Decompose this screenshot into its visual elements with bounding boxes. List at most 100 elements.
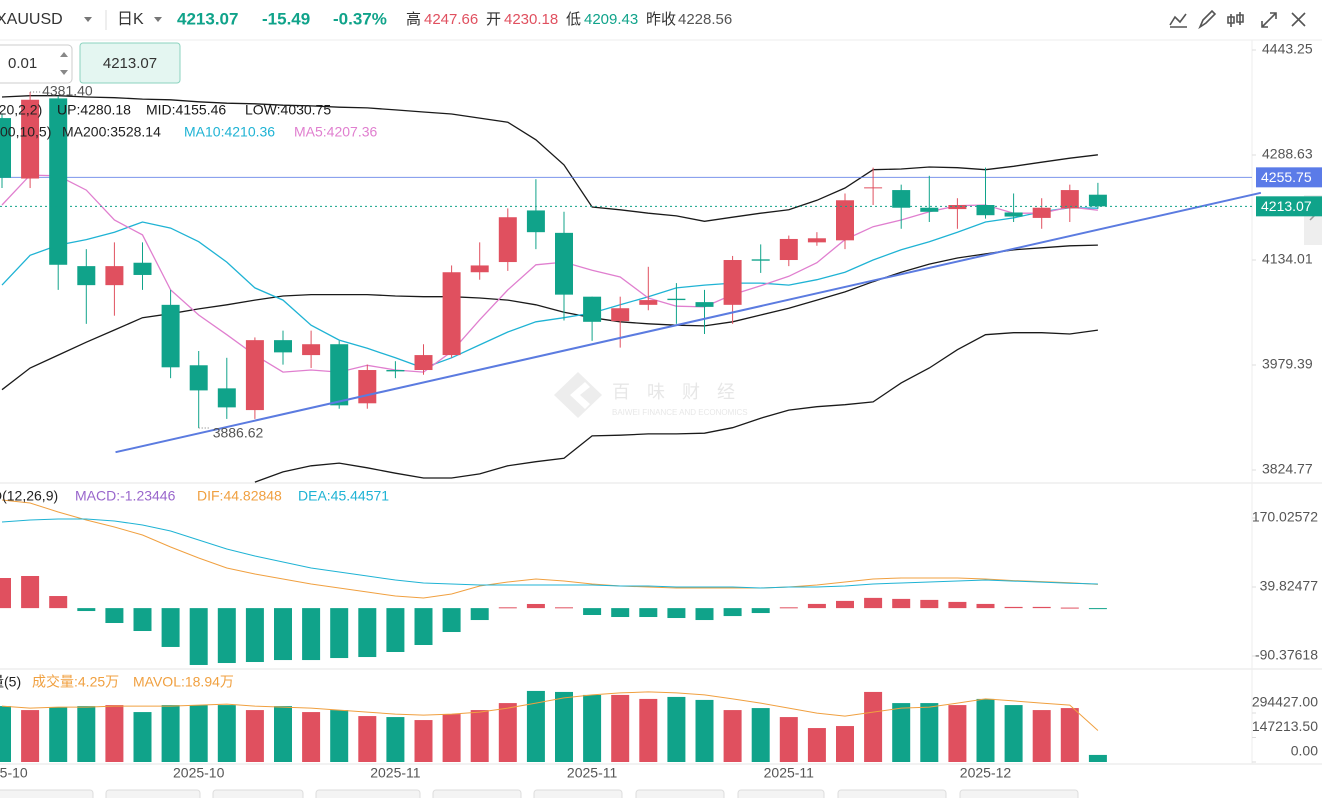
spinner[interactable] <box>60 52 68 75</box>
price-button[interactable] <box>79 42 181 84</box>
candle-body <box>667 298 686 301</box>
volume-bar <box>555 691 573 762</box>
tab[interactable] <box>315 789 421 798</box>
max-label: 4381.40 <box>42 83 93 99</box>
watermark-logo <box>554 372 602 418</box>
volume-bar <box>330 710 349 762</box>
current-price-label: 4213.07 <box>1261 198 1312 214</box>
macd-bar <box>611 608 630 618</box>
candle-body <box>442 272 461 356</box>
candle-body <box>892 190 911 208</box>
macd-bar <box>161 608 180 647</box>
tab[interactable] <box>432 789 522 798</box>
macd-bar <box>386 608 405 652</box>
trend-line <box>115 191 1262 454</box>
y-tick-label: 3824.77 <box>1262 461 1313 477</box>
candle-body <box>105 266 124 286</box>
candle-body <box>583 296 602 322</box>
volume-bar <box>77 706 96 762</box>
volume-bar <box>1032 710 1051 762</box>
open-label: 开 <box>486 11 501 28</box>
macd-bar <box>751 608 770 614</box>
fullscreen-icon[interactable] <box>1261 12 1277 28</box>
high-value: 4247.66 <box>424 11 478 28</box>
last-price: 4213.07 <box>177 9 238 28</box>
macd-bar <box>330 608 349 659</box>
volume-bar <box>583 694 602 762</box>
macd-bar <box>667 608 686 619</box>
candle-body <box>751 259 770 261</box>
panel-title: D(12,26,9) <box>0 488 58 504</box>
macd-bar <box>1088 608 1107 610</box>
volume-bar <box>302 712 321 762</box>
candle-icon[interactable] <box>1227 12 1244 27</box>
indicator-label: MA200:3528.14 <box>62 124 161 140</box>
price-line-tag <box>1256 167 1322 188</box>
volume-bar <box>217 705 236 762</box>
indicator-line <box>1 95 1098 222</box>
legend-entry: MID:4155.46 <box>146 102 226 118</box>
macd-bar <box>49 596 68 609</box>
candle-body <box>976 205 995 216</box>
volume-bar <box>779 717 798 762</box>
volume-bar <box>414 720 433 762</box>
indicator-label: 00,10,5) <box>0 124 51 140</box>
volume-bar <box>133 712 152 762</box>
volume-bar <box>358 716 377 762</box>
candle-body <box>274 340 292 353</box>
macd-bar <box>1004 606 1023 609</box>
macd-bar <box>779 607 798 609</box>
candle-body <box>77 266 96 286</box>
price-line-label: 4255.75 <box>1261 169 1312 185</box>
symbol[interactable]: XAUUSD <box>0 11 63 28</box>
x-tick-label: 2025-12 <box>960 765 1012 781</box>
y-tick-label: 4443.25 <box>1262 41 1313 57</box>
volume-bar <box>864 691 883 762</box>
candle-body <box>1060 190 1079 209</box>
y-tick-label: 39.82477 <box>1260 578 1319 594</box>
x-tick-label: 2025-11 <box>370 765 421 781</box>
macd-bar <box>1060 607 1079 609</box>
volume-bar <box>1004 705 1023 762</box>
tab[interactable] <box>533 789 623 798</box>
tab[interactable] <box>212 789 304 798</box>
dropdown-arrow[interactable] <box>84 17 92 22</box>
volume-bar <box>976 698 995 762</box>
legend-entry: 成交量:4.25万 <box>32 674 119 690</box>
indicator-icon[interactable] <box>1169 13 1187 28</box>
volume-bar <box>21 710 40 762</box>
tab[interactable] <box>635 789 725 798</box>
volume-bar <box>49 707 68 762</box>
period[interactable]: 日K <box>117 11 144 28</box>
bottom-tabs <box>0 789 1079 798</box>
tab[interactable] <box>0 789 94 798</box>
dropdown-arrow[interactable] <box>154 17 162 22</box>
watermark-logo-inner <box>570 382 590 409</box>
tab[interactable] <box>105 789 201 798</box>
volume-bar <box>189 705 208 762</box>
candle-body <box>695 302 714 307</box>
macd-bar <box>836 600 854 609</box>
macd-bar <box>470 608 489 621</box>
x-tick-label: 2025-11 <box>764 765 815 781</box>
min-label: 3886.62 <box>213 425 264 441</box>
tab[interactable] <box>959 789 1079 798</box>
macd-bar <box>189 608 208 665</box>
step-value[interactable]: 0.01 <box>8 55 37 72</box>
close-icon[interactable] <box>1291 12 1306 27</box>
tab[interactable] <box>837 789 947 798</box>
macd-line <box>1 499 1098 599</box>
macd-line <box>1 518 1098 589</box>
legend-entry: DIF:44.82848 <box>197 488 282 504</box>
price-button-label[interactable]: 4213.07 <box>103 55 157 72</box>
macd-bar <box>948 601 967 609</box>
step-input[interactable] <box>0 44 73 84</box>
draw-icon[interactable] <box>1198 9 1217 30</box>
volume-bar <box>1060 708 1079 762</box>
x-tick-label: 2025-11 <box>567 765 618 781</box>
tab[interactable] <box>737 789 825 798</box>
indicator-label: (20,2,2) <box>0 102 42 118</box>
candle-body <box>358 370 377 404</box>
high-label: 高 <box>406 11 421 28</box>
